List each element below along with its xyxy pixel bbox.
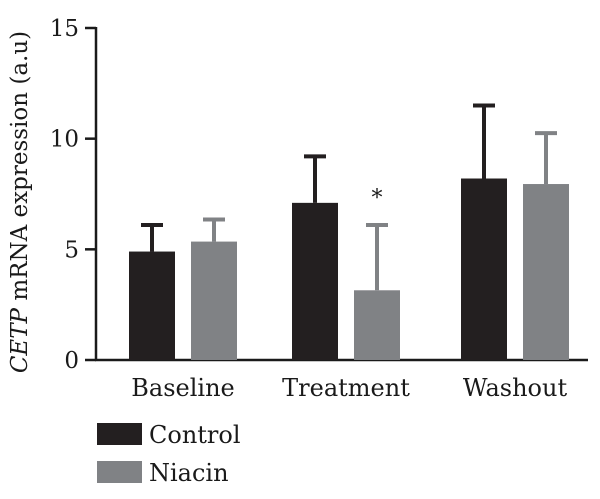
significance-marker: * (372, 186, 383, 211)
legend-label-niacin: Niacin (149, 459, 229, 487)
y-axis-label-rest: mRNA expression (a.u) (7, 31, 33, 308)
y-axis-label: CETP mRNA expression (a.u) (7, 31, 33, 373)
legend-label-control: Control (149, 421, 241, 449)
y-tick-label: 0 (64, 348, 79, 374)
y-tick-label: 15 (50, 16, 79, 42)
y-axis-label-gene: CETP (7, 307, 33, 373)
bar-niacin-treatment (354, 290, 400, 360)
y-tick-label: 5 (64, 237, 79, 263)
y-ticks: 0 5 10 15 (50, 16, 96, 374)
bars: * (129, 103, 569, 360)
legend: Control Niacin (97, 421, 241, 487)
category-labels: Baseline Treatment Washout (131, 374, 567, 402)
legend-swatch-control (97, 423, 142, 445)
legend-swatch-niacin (97, 461, 142, 483)
bar-control-treatment (292, 202, 338, 360)
bar-control-washout (461, 178, 507, 360)
bar-niacin-washout (523, 184, 569, 360)
y-tick-label: 10 (50, 127, 79, 153)
bar-control-baseline (129, 251, 175, 360)
category-label-treatment: Treatment (282, 374, 410, 402)
category-label-baseline: Baseline (131, 374, 234, 402)
bar-niacin-baseline (191, 241, 237, 360)
category-label-washout: Washout (463, 374, 568, 402)
